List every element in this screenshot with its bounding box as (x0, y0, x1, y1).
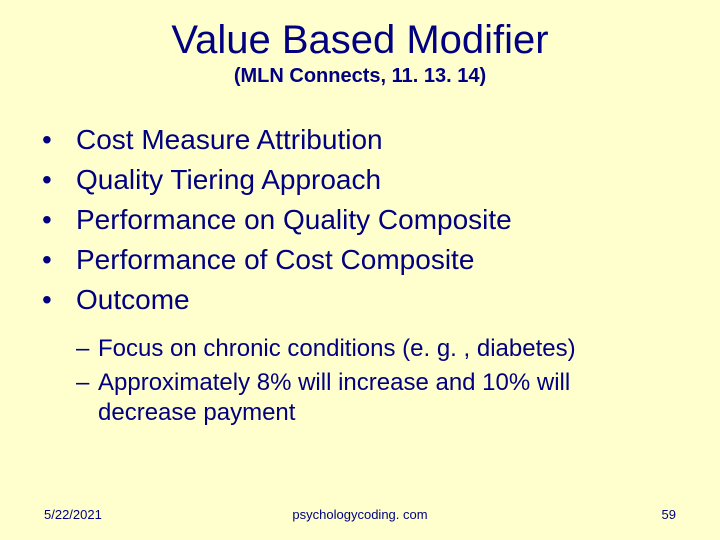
bullet-text: Cost Measure Attribution (76, 122, 383, 158)
sub-bullet-text: Focus on chronic conditions (e. g. , dia… (98, 334, 576, 364)
bullet-icon: • (42, 282, 76, 318)
sub-bullet-list: – Focus on chronic conditions (e. g. , d… (0, 334, 720, 428)
list-item: – Approximately 8% will increase and 10%… (76, 368, 670, 428)
bullet-text: Performance on Quality Composite (76, 202, 512, 238)
bullet-icon: • (42, 122, 76, 158)
bullet-text: Quality Tiering Approach (76, 162, 381, 198)
slide: Value Based Modifier (MLN Connects, 11. … (0, 0, 720, 540)
slide-footer: 5/22/2021 psychologycoding. com 59 (0, 507, 720, 522)
bullet-icon: • (42, 242, 76, 278)
bullet-text: Performance of Cost Composite (76, 242, 474, 278)
bullet-text: Outcome (76, 282, 190, 318)
bullet-list: • Cost Measure Attribution • Quality Tie… (0, 122, 720, 318)
footer-source: psychologycoding. com (292, 507, 427, 522)
list-item: – Focus on chronic conditions (e. g. , d… (76, 334, 670, 364)
list-item: • Cost Measure Attribution (42, 122, 680, 158)
sub-bullet-text: Approximately 8% will increase and 10% w… (98, 368, 670, 428)
bullet-icon: • (42, 162, 76, 198)
list-item: • Performance on Quality Composite (42, 202, 680, 238)
dash-icon: – (76, 368, 98, 398)
bullet-icon: • (42, 202, 76, 238)
footer-page-number: 59 (662, 507, 676, 522)
list-item: • Performance of Cost Composite (42, 242, 680, 278)
dash-icon: – (76, 334, 98, 364)
slide-title: Value Based Modifier (0, 0, 720, 63)
list-item: • Quality Tiering Approach (42, 162, 680, 198)
footer-date: 5/22/2021 (44, 507, 102, 522)
list-item: • Outcome (42, 282, 680, 318)
slide-subtitle: (MLN Connects, 11. 13. 14) (0, 65, 720, 88)
